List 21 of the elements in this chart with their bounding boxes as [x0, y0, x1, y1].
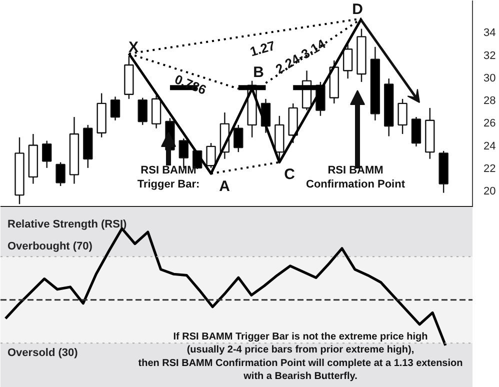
annotation: 1.27 [248, 38, 277, 60]
y-tick-label: 28 [484, 95, 496, 108]
annotation: If RSI BAMM Trigger Bar is not the extreme price high (usually 2-4 price bars from prior extreme high), then RSI BAMM Confirmation Point will complete at a 1.13 extension with a Bearish Butterfly. [138, 332, 463, 382]
y-tick-label: 24 [484, 140, 496, 152]
y-tick-label: 20 [484, 186, 496, 198]
y-tick-label: 34 [484, 27, 496, 40]
annotation: A [219, 178, 230, 195]
y-tick-label: 30 [484, 72, 496, 84]
annotation: C [284, 166, 296, 183]
annotation: RSI BAMM Confirmation Point [306, 164, 406, 190]
chart-title: Relative Strength (RSI) [8, 218, 128, 230]
y-tick-label: 26 [484, 118, 496, 130]
annotation: D [352, 1, 364, 18]
annotation: RSI BAMM Trigger Bar: [137, 164, 200, 190]
annotation: 0.786 [172, 71, 208, 98]
ref-line-label: Overbought (70) [8, 240, 93, 253]
y-tick-label: 32 [484, 50, 496, 62]
y-tick-label: 22 [484, 162, 496, 175]
ref-line-label: Oversold (30) [8, 347, 78, 360]
annotation: X [128, 39, 139, 56]
annotation: B [253, 64, 264, 81]
